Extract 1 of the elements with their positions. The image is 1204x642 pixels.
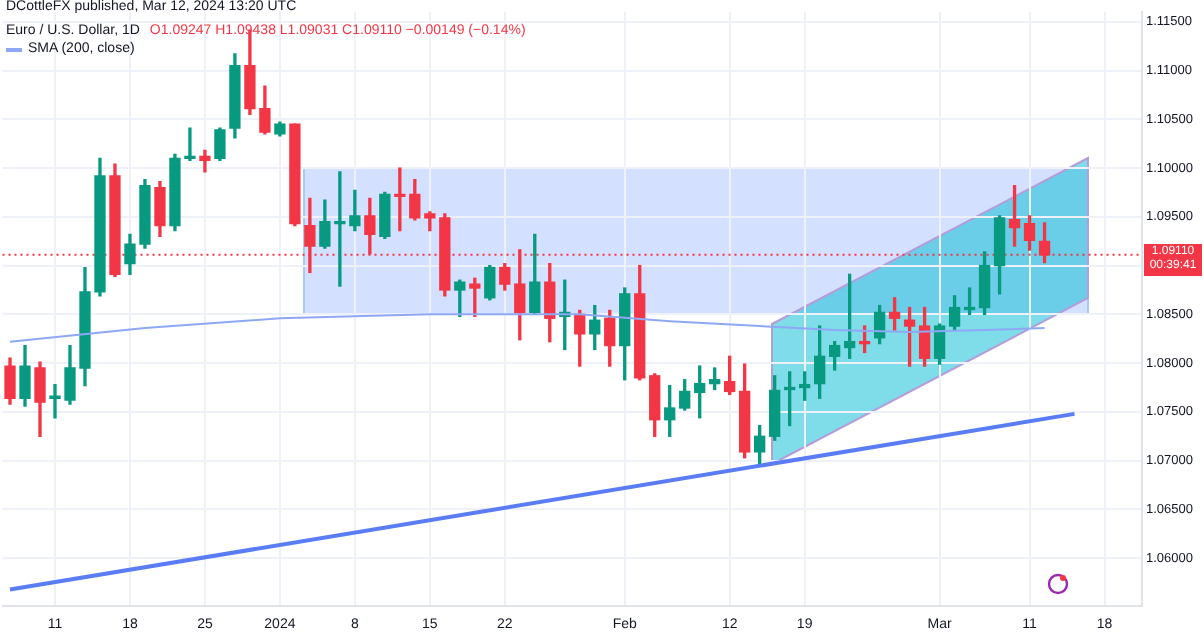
candlestick <box>199 149 211 173</box>
